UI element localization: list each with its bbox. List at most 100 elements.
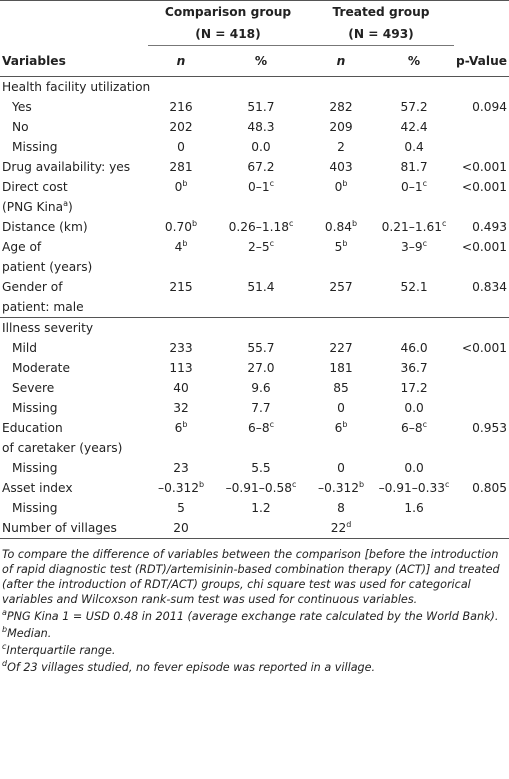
text: 2 (337, 140, 345, 154)
text: 40 (173, 381, 189, 395)
row-label: Illness severity (0, 317, 509, 338)
line: patient (years) (2, 257, 146, 277)
text: 215 (169, 280, 193, 294)
header-row: Comparison group Treated group (0, 0, 509, 23)
superscript: c (445, 480, 450, 489)
superscript: c (269, 239, 274, 248)
table-row: Education of caretaker (years) 6b 6–8c 6b 6–8… (0, 418, 509, 458)
footnote: To compare the difference of variables b… (2, 547, 507, 607)
text: 0.0 (251, 140, 271, 154)
superscript: d (2, 659, 8, 668)
superscript: c (269, 179, 274, 188)
cell (214, 518, 308, 538)
cell: 5.5 (214, 458, 308, 478)
table-row: Yes 216 51.7 282 57.2 0.094 (0, 97, 509, 117)
row-label: Gender of patient: male (0, 277, 148, 318)
table-row: Moderate 113 27.0 181 36.7 (0, 358, 509, 378)
cell: 52.1 (374, 277, 454, 318)
text: 113 (169, 361, 193, 375)
text: 5 (177, 501, 185, 515)
superscript: c (422, 179, 428, 188)
cell: 57.2 (374, 97, 454, 117)
text: 7.7 (251, 401, 271, 415)
text: n (176, 54, 186, 68)
superscript: b (342, 420, 348, 429)
text: Missing (12, 461, 58, 475)
text: 85 (333, 381, 349, 395)
cell (454, 23, 509, 46)
cell (454, 398, 509, 418)
group-header: Comparison group (148, 0, 308, 23)
superscript: b (182, 420, 188, 429)
cell: 0.84b (308, 217, 374, 237)
text: 5 (334, 240, 343, 254)
cell (454, 0, 509, 23)
cell: 6–8c (374, 418, 454, 458)
footnote: cInterquartile range. (2, 643, 507, 658)
row-label: Distance (km) (0, 217, 148, 237)
row-label: Asset index (0, 478, 148, 498)
text: 57.2 (400, 100, 428, 114)
cell (454, 117, 509, 137)
superscript: b (192, 219, 198, 228)
cell: 85 (308, 378, 374, 398)
text: 6–8 (247, 421, 270, 435)
text: 403 (329, 160, 353, 174)
cell: 227 (308, 338, 374, 358)
cell: 5 (148, 498, 214, 518)
text: Drug availability: yes (2, 160, 131, 174)
superscript: b (342, 179, 348, 188)
text: Health facility utilization (2, 80, 151, 94)
footnote: dOf 23 villages studied, no fever episod… (2, 660, 507, 675)
text: Missing (12, 140, 58, 154)
text: 0.21–1.61 (381, 220, 442, 234)
text: Number of villages (2, 521, 117, 535)
text: (N = 418) (195, 27, 261, 41)
data-table: Comparison group Treated group (N = 418) (N… (0, 0, 509, 538)
text: 0.0 (404, 401, 424, 415)
cell (454, 137, 509, 157)
line: Age of (2, 237, 146, 257)
text: 0.094 (472, 100, 508, 114)
text: 2–5 (247, 240, 270, 254)
cell (454, 378, 509, 398)
cell (454, 358, 509, 378)
cell: 0.834 (454, 277, 509, 318)
cell: 4b (148, 237, 214, 277)
text: 52.1 (400, 280, 428, 294)
text: Interquartile range. (6, 644, 116, 657)
row-label: Number of villages (0, 518, 148, 538)
line: of caretaker (years) (2, 438, 146, 458)
cell (454, 458, 509, 478)
superscript: b (182, 179, 188, 188)
text: Missing (12, 501, 58, 515)
cell: 0.4 (374, 137, 454, 157)
text: 51.7 (247, 100, 275, 114)
text: <0.001 (461, 160, 508, 174)
superscript: b (352, 219, 358, 228)
text: 6–8 (401, 421, 423, 435)
text: 0.834 (472, 280, 508, 294)
group-header: Treated group (308, 0, 455, 23)
line: Gender of (2, 277, 146, 297)
text: –0.91–0.33 (378, 481, 446, 495)
cell: 216 (148, 97, 214, 117)
text: 42.4 (400, 120, 428, 134)
text: Illness severity (2, 321, 94, 335)
text: Age of (2, 240, 42, 254)
text: 0 (177, 140, 185, 154)
text: Median. (7, 627, 52, 640)
text: To compare the difference of variables b… (2, 548, 500, 606)
text: –0.312 (317, 481, 359, 495)
superscript: b (342, 239, 348, 248)
cell: 1.6 (374, 498, 454, 518)
text: 233 (169, 341, 193, 355)
text: 32 (173, 401, 189, 415)
column-header: n (308, 46, 374, 77)
row-label: Yes (0, 97, 148, 117)
cell: 0–1c (374, 177, 454, 217)
cell (0, 23, 148, 46)
table-row: Gender of patient: male 215 51.4 257 52.1 0.83… (0, 277, 509, 318)
text: Gender of (2, 280, 63, 294)
cell: 0b (148, 177, 214, 217)
